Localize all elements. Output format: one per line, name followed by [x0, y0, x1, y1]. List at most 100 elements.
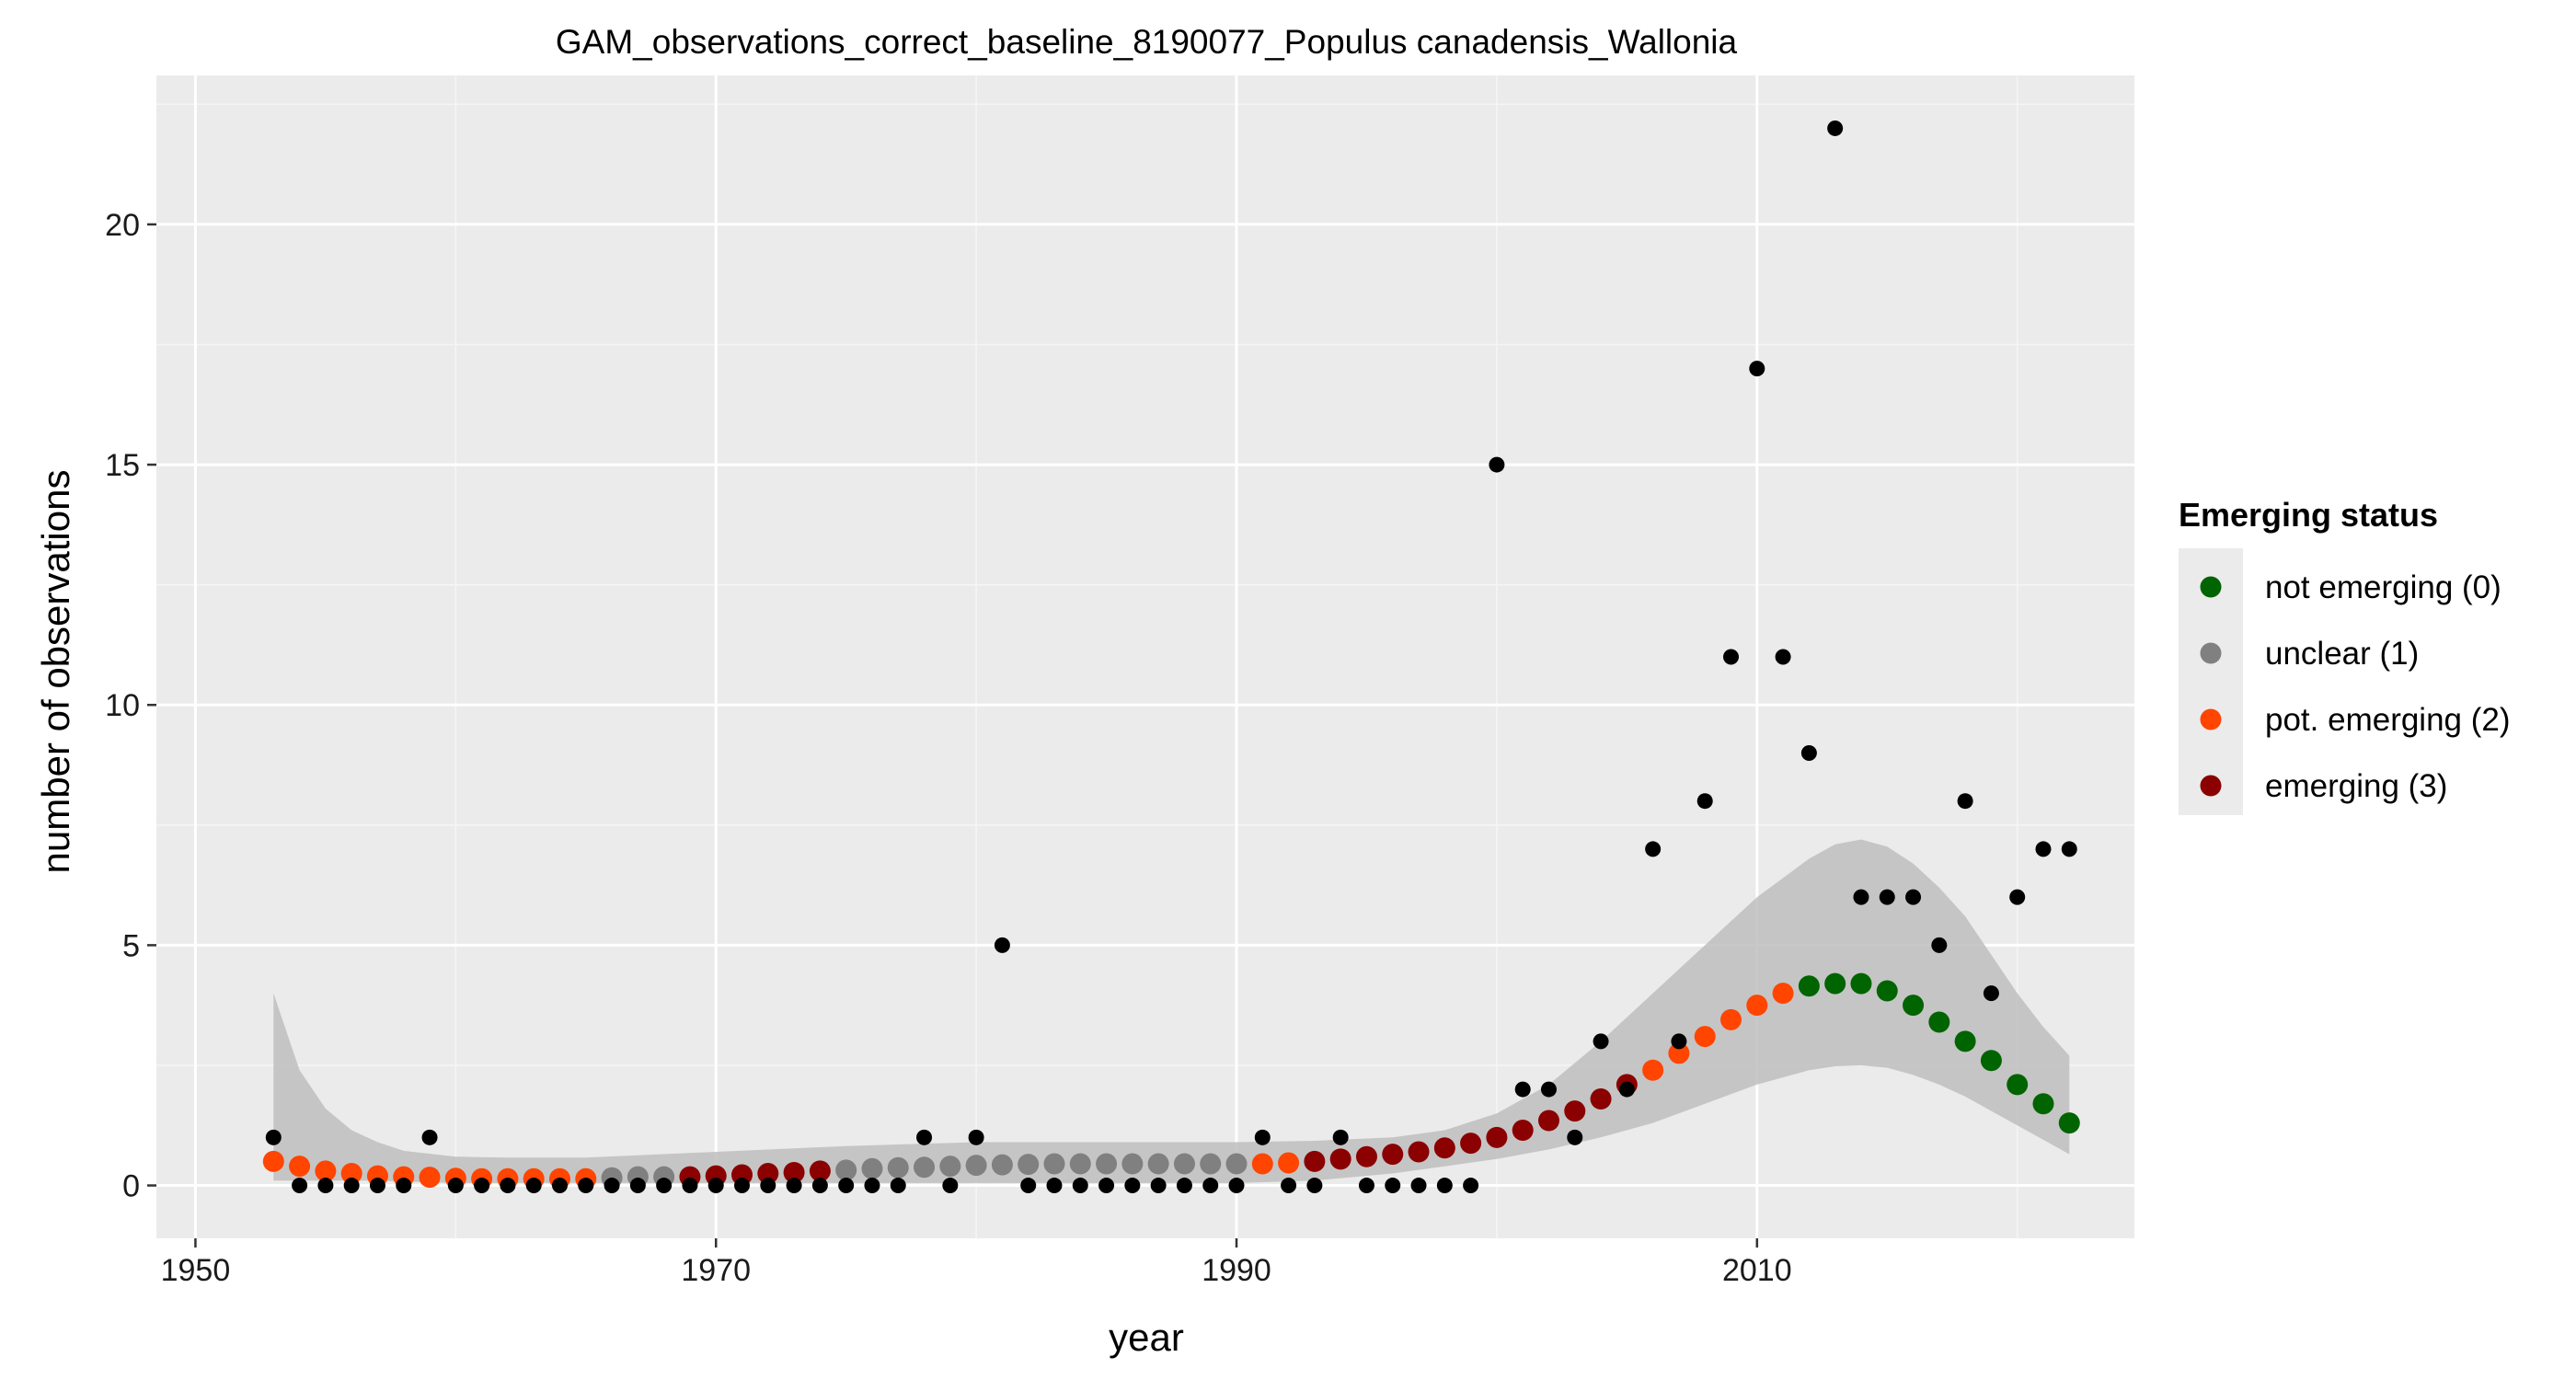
fitted-point: [2058, 1112, 2080, 1134]
fitted-point: [1772, 983, 1794, 1005]
observation-point: [1540, 1081, 1557, 1098]
observation-point: [1358, 1178, 1374, 1194]
observation-point: [1410, 1178, 1427, 1194]
observation-point: [2061, 841, 2077, 857]
observation-point: [942, 1178, 959, 1194]
legend-label: not emerging (0): [2265, 569, 2501, 605]
observation-point: [1593, 1033, 1609, 1050]
observation-point: [1098, 1178, 1115, 1194]
fitted-point: [1278, 1152, 1300, 1174]
fitted-point: [939, 1156, 961, 1178]
y-tick-label: 15: [105, 448, 140, 483]
fitted-point: [991, 1154, 1013, 1176]
y-axis-title: number of observations: [34, 470, 77, 874]
confidence-band: [273, 839, 2070, 1183]
fitted-point: [1694, 1026, 1716, 1048]
observation-point: [1931, 937, 1948, 953]
y-tick-label: 0: [122, 1169, 140, 1204]
fitted-point: [1850, 972, 1872, 995]
fitted-point: [887, 1156, 909, 1179]
observation-point: [343, 1178, 360, 1194]
fitted-point: [1121, 1153, 1144, 1175]
fitted-point: [1798, 975, 1820, 997]
fitted-point: [1069, 1153, 1091, 1175]
observation-point: [369, 1178, 385, 1194]
fitted-point: [1329, 1148, 1351, 1170]
observation-point: [1983, 985, 1999, 1002]
y-tick-label: 10: [105, 688, 140, 723]
fitted-point: [2032, 1093, 2054, 1115]
fitted-point: [861, 1157, 883, 1179]
observation-point: [1228, 1178, 1245, 1194]
observation-point: [1489, 456, 1505, 473]
fitted-point: [1433, 1137, 1455, 1159]
observation-point: [292, 1178, 308, 1194]
legend-label: emerging (3): [2265, 768, 2447, 804]
x-tick-label: 1950: [161, 1253, 231, 1288]
grid-minor: [156, 75, 2134, 1238]
fitted-point: [1590, 1088, 1612, 1110]
observation-point: [916, 1129, 933, 1145]
fit-layer: [262, 972, 2080, 1190]
observations-layer: [265, 120, 2077, 1194]
observation-point: [525, 1178, 542, 1194]
observation-point: [1827, 120, 1844, 136]
fitted-point: [1537, 1110, 1559, 1132]
observation-point: [1775, 649, 1791, 665]
chart-title: GAM_observations_correct_baseline_819007…: [556, 23, 1738, 61]
observation-point: [1124, 1178, 1141, 1194]
fitted-point: [289, 1156, 311, 1178]
observation-point: [1514, 1081, 1531, 1098]
observation-point: [2035, 841, 2052, 857]
observation-point: [629, 1178, 646, 1194]
observation-point: [500, 1178, 516, 1194]
fitted-point: [1251, 1153, 1273, 1175]
legend-key: [2200, 775, 2222, 797]
fitted-point: [1173, 1153, 1195, 1175]
fitted-point: [1147, 1153, 1169, 1175]
fitted-point: [1824, 972, 1846, 995]
fitted-point: [914, 1156, 936, 1179]
y-axis: 0 5 10 15 20: [105, 208, 156, 1204]
legend-key: [2200, 642, 2222, 664]
fitted-point: [1876, 980, 1898, 1002]
observation-point: [1645, 841, 1662, 857]
observation-point: [682, 1178, 698, 1194]
x-tick-label: 2010: [1722, 1253, 1792, 1288]
fitted-point: [965, 1155, 987, 1177]
fitted-point: [1200, 1153, 1222, 1175]
observation-point: [1957, 793, 1973, 810]
observation-point: [811, 1178, 828, 1194]
fitted-point: [1642, 1059, 1664, 1081]
observation-point: [1800, 744, 1817, 761]
fitted-point: [1928, 1011, 1950, 1033]
fitted-point: [2007, 1074, 2029, 1096]
legend-label: unclear (1): [2265, 636, 2419, 672]
observation-point: [1879, 889, 1895, 905]
legend-key: [2200, 708, 2222, 730]
observation-point: [1749, 361, 1765, 377]
observation-point: [1254, 1129, 1271, 1145]
observation-point: [1046, 1178, 1063, 1194]
fitted-point: [1746, 995, 1768, 1017]
observation-point: [707, 1178, 724, 1194]
x-axis: 1950 1970 1990 2010: [161, 1238, 1792, 1288]
observation-point: [1332, 1129, 1349, 1145]
observation-point: [265, 1129, 282, 1145]
fitted-point: [1486, 1126, 1508, 1148]
fitted-point: [1903, 995, 1925, 1017]
observation-point: [1567, 1129, 1583, 1145]
observation-point: [1463, 1178, 1479, 1194]
fitted-point: [1980, 1050, 2002, 1072]
observation-point: [317, 1178, 334, 1194]
x-tick-label: 1990: [1202, 1253, 1271, 1288]
fitted-point: [340, 1162, 362, 1184]
observation-point: [1436, 1178, 1453, 1194]
legend: Emerging status not emerging (0) unclear …: [2179, 496, 2511, 815]
observation-point: [1281, 1178, 1297, 1194]
observation-point: [447, 1178, 464, 1194]
fitted-point: [835, 1159, 857, 1181]
fitted-point: [809, 1160, 831, 1182]
fitted-point: [262, 1150, 284, 1172]
